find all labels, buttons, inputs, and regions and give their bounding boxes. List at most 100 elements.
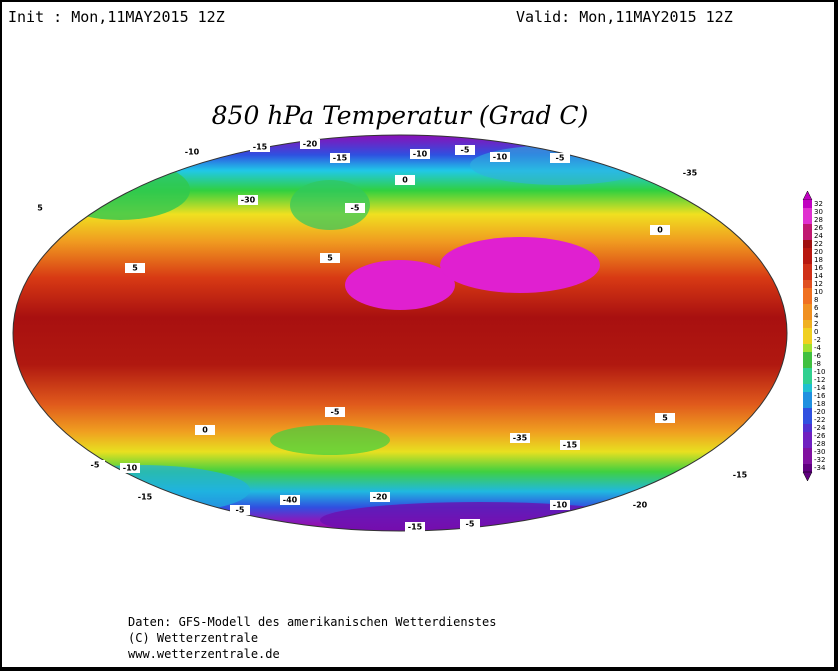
colorbar-label: 20	[814, 248, 823, 256]
contour-label-box	[135, 492, 155, 502]
contour-label-box	[550, 500, 570, 510]
contour-label-box	[550, 153, 570, 163]
colorbar-segment	[803, 288, 812, 297]
contour-label-box	[650, 225, 670, 235]
contour-label-box	[320, 253, 340, 263]
contour-label-box	[125, 263, 145, 273]
colorbar-label: -30	[814, 448, 825, 456]
contour-label: -35	[683, 169, 698, 178]
colorbar-label: -4	[814, 344, 822, 352]
colorbar-label: 2	[814, 320, 818, 328]
contour-label-box	[490, 152, 510, 162]
contour-label-box	[455, 145, 475, 155]
colorbar-segment	[803, 240, 812, 249]
contour-label-box	[730, 470, 750, 480]
colorbar-label: 6	[814, 304, 819, 312]
colorbar-label: 4	[814, 312, 819, 320]
contour-label-box	[395, 175, 415, 185]
colorbar-label: 26	[814, 224, 823, 232]
colorbar-segment	[803, 272, 812, 281]
contour-label: -15	[253, 143, 268, 152]
colorbar-segment	[803, 416, 812, 425]
contour-label: -10	[493, 153, 508, 162]
footer-line: Daten: GFS-Modell des amerikanischen Wet…	[128, 615, 496, 629]
contour-label-box	[405, 522, 425, 532]
colorbar-segment	[803, 296, 812, 305]
colorbar-segment	[803, 360, 812, 369]
colorbar-segment	[803, 208, 812, 217]
contour-label: -30	[241, 196, 256, 205]
colorbar-segment	[803, 464, 812, 473]
contour-label: 5	[662, 414, 668, 423]
colorbar-label: 14	[814, 272, 823, 280]
colorbar-label: 10	[814, 288, 823, 296]
contour-label: 0	[202, 426, 208, 435]
colorbar-label: -12	[814, 376, 825, 384]
contour-label: 0	[402, 176, 408, 185]
init-time: Init : Mon,11MAY2015 12Z	[8, 8, 225, 26]
colorbar-label: 22	[814, 240, 823, 248]
contour-label-box	[230, 505, 250, 515]
contour-label: -20	[303, 140, 318, 149]
contour-label: -5	[351, 204, 360, 213]
contour-label: 5	[132, 264, 138, 273]
colorbar-label: -24	[814, 424, 826, 432]
contour-label: 5	[327, 254, 333, 263]
colorbar-label: -34	[814, 464, 826, 472]
colorbar-label: -10	[814, 368, 825, 376]
contour-label: -15	[138, 493, 153, 502]
colorbar-label: -20	[814, 408, 825, 416]
colorbar-segment	[803, 424, 812, 433]
contour-label: -20	[373, 493, 388, 502]
contour-label: -40	[283, 496, 298, 505]
contour-label: -15	[333, 154, 348, 163]
contour-label: -35	[513, 434, 528, 443]
colorbar-segment	[803, 312, 812, 321]
contour-label: -5	[461, 146, 470, 155]
colorbar-label: -6	[814, 352, 822, 360]
colorbar-segment	[803, 448, 812, 457]
contour-label-box	[85, 460, 105, 470]
colorbar-segment	[803, 400, 812, 409]
colorbar-segment	[803, 376, 812, 385]
colorbar-label: -2	[814, 336, 821, 344]
colorbar-label: -8	[814, 360, 821, 368]
colorbar-segment	[803, 328, 812, 337]
contour-label-box	[330, 153, 350, 163]
colorbar-label: -22	[814, 416, 825, 424]
colorbar-segment	[803, 232, 812, 241]
colorbar-label: 28	[814, 216, 823, 224]
colorbar-label: 30	[814, 208, 823, 216]
colorbar-segment	[803, 280, 812, 289]
contour-label-box	[30, 203, 50, 213]
contour-label: -15	[563, 441, 578, 450]
contour-label-box	[300, 139, 320, 149]
colorbar-label: 12	[814, 280, 823, 288]
colorbar-label: -32	[814, 456, 825, 464]
contour-label: -15	[733, 471, 748, 480]
colorbar-segment	[803, 224, 812, 233]
contour-label: -5	[466, 520, 475, 529]
colorbar-label: 8	[814, 296, 818, 304]
contour-label-box	[410, 149, 430, 159]
contour-label-box	[680, 168, 700, 178]
colorbar-label: -18	[814, 400, 825, 408]
colorbar-segment	[803, 368, 812, 377]
contour-label: -5	[236, 506, 245, 515]
contour-label: -10	[553, 501, 568, 510]
contour-label: -15	[408, 523, 423, 532]
colorbar-segment	[803, 256, 812, 265]
contour-label: -20	[633, 501, 648, 510]
contour-label-box	[120, 463, 140, 473]
contour-label-box	[560, 440, 580, 450]
colorbar-segment	[803, 264, 812, 273]
contour-label-box	[630, 500, 650, 510]
temperature-map	[13, 135, 787, 531]
contour-label-box	[238, 195, 258, 205]
contour-label-box	[655, 413, 675, 423]
map-outline	[12, 134, 788, 532]
contour-label: -5	[91, 461, 100, 470]
colorbar-segment	[803, 320, 812, 329]
colorbar-label: -28	[814, 440, 825, 448]
footer-line: (C) Wetterzentrale	[128, 631, 258, 645]
